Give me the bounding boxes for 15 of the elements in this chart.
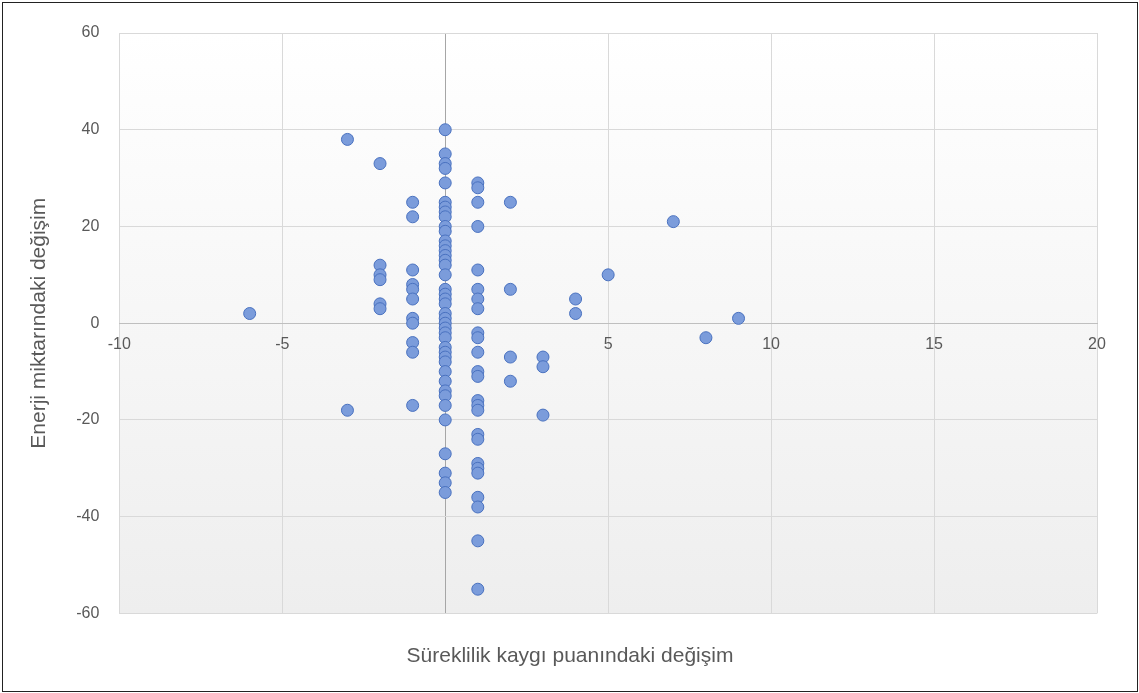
x-tick-label: 10 [762, 335, 781, 353]
y-tick-label: 20 [81, 216, 100, 234]
x-tick-label: 5 [603, 335, 613, 353]
x-tick-label: 15 [925, 335, 944, 353]
y-tick-label: -40 [76, 507, 100, 525]
y-tick-label: -60 [76, 603, 100, 621]
y-axis-title: Enerji miktarındaki değişim [26, 197, 50, 449]
y-tick-label: 0 [90, 313, 100, 331]
x-axis-title: Süreklilik kaygı puanındaki değişim [405, 643, 735, 667]
y-tick-label: -20 [76, 410, 100, 428]
y-tick-label: 60 [81, 23, 100, 41]
x-tick-label: -10 [107, 335, 131, 353]
y-tick-label: 40 [81, 120, 100, 138]
x-tick-label: -5 [275, 335, 290, 353]
x-tick-label: 20 [1088, 335, 1106, 353]
